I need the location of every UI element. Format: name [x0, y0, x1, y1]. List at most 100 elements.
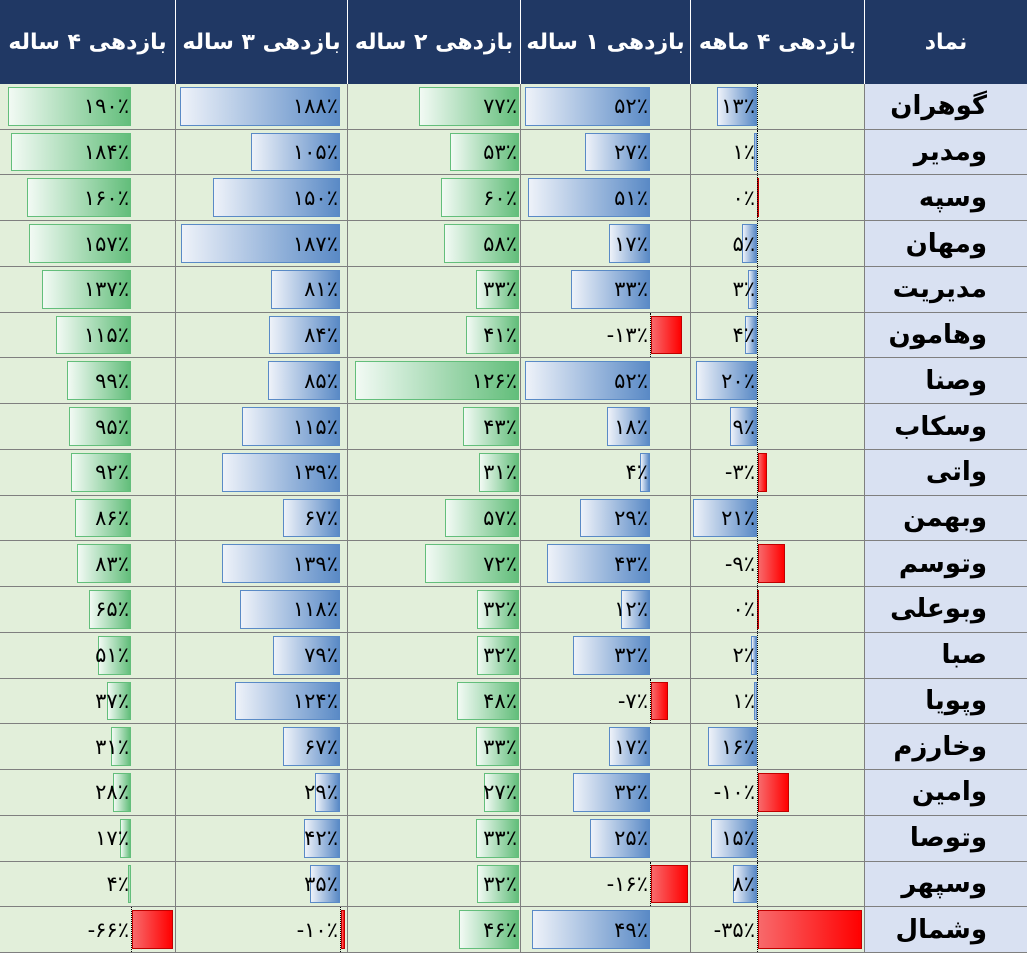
return-4-year-value: ۶۵٪ [95, 597, 129, 622]
return-1-year-cell: ۲۹٪ [521, 495, 691, 542]
table-row: ۴٪ ۳۵٪ ۳۲٪ -۱۶٪ ۸٪ وسپهر [0, 861, 1027, 908]
return-4-month-axis [757, 129, 758, 175]
return-4-year-value: -۶۶٪ [87, 917, 129, 942]
return-2-year-bar [459, 910, 519, 949]
return-4-month-value: ۰٪ [732, 185, 755, 210]
return-4-month-cell: ۲٪ [691, 632, 865, 679]
return-1-year-value: ۱۷٪ [614, 734, 648, 759]
return-1-year-cell: ۲۷٪ [521, 129, 691, 176]
return-4-month-bar [747, 269, 757, 309]
return-1-year-value: ۴۹٪ [614, 917, 648, 942]
return-1-year-value: ۵۲٪ [614, 94, 648, 119]
return-4-year-cell: ۱۹۰٪ [0, 84, 176, 130]
return-4-year-bar [41, 269, 131, 309]
return-4-year-bar [66, 361, 131, 401]
return-3-year-cell: ۱۵۰٪ [176, 175, 348, 222]
return-4-year-cell: ۲۸٪ [0, 770, 176, 816]
return-4-month-axis [757, 312, 758, 358]
return-3-year-value: ۱۸۷٪ [292, 231, 338, 256]
return-2-year-value: ۴۸٪ [483, 688, 517, 713]
return-2-year-bar [444, 498, 519, 538]
header-3-year-return: بازدهی ۳ ساله [176, 0, 348, 84]
return-1-year-value: ۱۷٪ [614, 231, 648, 256]
return-4-year-bar [27, 178, 131, 218]
return-4-year-bar [56, 315, 131, 355]
return-3-year-bar [315, 773, 340, 812]
return-3-year-value: ۱۱۵٪ [292, 414, 338, 439]
return-4-month-cell: -۳۵٪ [691, 907, 865, 953]
table-row: ۹۵٪ ۱۱۵٪ ۴۳٪ ۱۸٪ ۹٪ وسکاب [0, 404, 1027, 450]
return-4-month-cell: ۳٪ [691, 266, 865, 313]
table-row: ۹۲٪ ۱۳۹٪ ۳۱٪ ۴٪ -۳٪ واتی [0, 449, 1027, 496]
return-1-year-cell: -۷٪ [521, 678, 691, 725]
return-4-month-cell: ۲۱٪ [691, 495, 865, 542]
return-4-month-cell: -۳٪ [691, 449, 865, 496]
return-2-year-cell: ۵۷٪ [348, 495, 521, 542]
return-3-year-value: -۱۰٪ [296, 917, 338, 942]
return-3-year-bar [250, 132, 340, 172]
return-3-year-axis [340, 907, 341, 952]
return-4-year-bar [106, 681, 131, 721]
return-2-year-cell: ۴۱٪ [348, 312, 521, 359]
return-1-year-value: ۲۷٪ [614, 140, 648, 165]
return-4-month-value: ۳٪ [732, 277, 755, 302]
return-4-month-value: ۰٪ [732, 597, 755, 622]
return-3-year-cell: ۱۱۸٪ [176, 587, 348, 633]
return-2-year-bar [425, 544, 519, 584]
return-2-year-cell: ۳۳٪ [348, 815, 521, 862]
return-1-year-bar [651, 681, 668, 721]
return-4-year-cell: ۳۷٪ [0, 678, 176, 725]
return-2-year-bar [477, 590, 519, 629]
symbol-name: مدیریت [865, 266, 1027, 313]
return-1-year-bar [532, 910, 650, 949]
return-2-year-bar [441, 178, 519, 218]
return-3-year-bar [180, 87, 340, 126]
return-4-month-axis [757, 449, 758, 495]
return-3-year-value: ۱۵۰٪ [292, 185, 338, 210]
return-1-year-cell: ۴٪ [521, 449, 691, 496]
return-1-year-cell: ۳۳٪ [521, 266, 691, 313]
return-4-month-bar [696, 361, 757, 401]
return-2-year-cell: ۶۰٪ [348, 175, 521, 222]
return-2-year-cell: ۵۳٪ [348, 129, 521, 176]
return-2-year-cell: ۷۷٪ [348, 84, 521, 130]
return-1-year-value: ۵۱٪ [614, 185, 648, 210]
return-3-year-cell: ۱۳۹٪ [176, 541, 348, 588]
symbol-name: واتی [865, 449, 1027, 496]
return-4-month-bar [758, 544, 786, 584]
return-2-year-bar [463, 407, 519, 446]
return-2-year-value: ۴۳٪ [483, 414, 517, 439]
return-4-month-value: ۲٪ [732, 643, 755, 668]
return-3-year-cell: ۴۲٪ [176, 815, 348, 862]
return-2-year-value: ۵۷٪ [483, 505, 517, 530]
return-4-year-cell: ۱۸۴٪ [0, 129, 176, 176]
return-2-year-value: ۳۱٪ [483, 460, 517, 485]
return-4-month-value: ۱٪ [732, 688, 755, 713]
return-3-year-bar [234, 681, 340, 721]
return-1-year-value: ۳۲٪ [614, 780, 648, 805]
return-4-month-axis [757, 266, 758, 312]
return-3-year-value: ۸۴٪ [304, 323, 338, 348]
return-4-month-bar [693, 498, 757, 538]
return-2-year-cell: ۴۶٪ [348, 907, 521, 953]
return-4-month-value: -۹٪ [724, 551, 755, 576]
return-4-month-axis [757, 84, 758, 129]
return-4-year-value: ۱۱۵٪ [83, 323, 129, 348]
return-3-year-value: ۱۲۴٪ [292, 688, 338, 713]
return-4-month-value: -۳٪ [724, 460, 755, 485]
return-4-month-cell: ۱۵٪ [691, 815, 865, 862]
return-4-month-value: -۳۵٪ [713, 917, 755, 942]
symbol-name: وسپهر [865, 861, 1027, 908]
return-2-year-cell: ۳۳٪ [348, 724, 521, 771]
return-3-year-bar [239, 590, 340, 629]
return-1-year-value: -۷٪ [617, 688, 648, 713]
return-1-year-bar [621, 590, 650, 629]
return-4-month-cell: -۱۰٪ [691, 770, 865, 816]
symbol-name: وپویا [865, 678, 1027, 725]
return-3-year-cell: ۱۲۴٪ [176, 678, 348, 725]
return-2-year-bar [476, 727, 519, 767]
return-1-year-axis [650, 678, 651, 724]
return-3-year-cell: -۱۰٪ [176, 907, 348, 953]
return-1-year-cell: -۱۳٪ [521, 312, 691, 359]
return-1-year-cell: ۲۵٪ [521, 815, 691, 862]
